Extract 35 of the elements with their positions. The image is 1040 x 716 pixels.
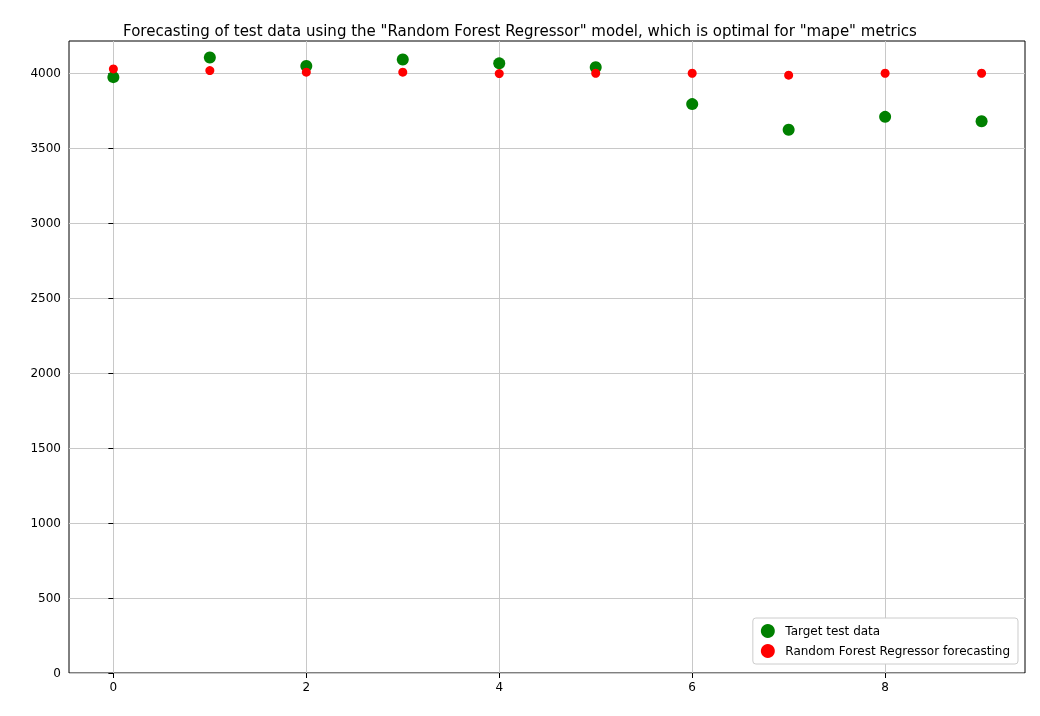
point	[494, 69, 504, 79]
point	[396, 53, 409, 66]
x-tick-label: 8	[881, 680, 889, 694]
y-tick-label: 1500	[30, 441, 61, 456]
point	[107, 71, 120, 84]
point	[108, 64, 118, 74]
point	[782, 123, 795, 136]
y-tick-label: 3000	[30, 216, 61, 231]
point	[203, 51, 216, 64]
x-tick-label: 4	[495, 680, 504, 694]
x-tick-label: 0	[109, 680, 118, 694]
y-tick-label: 1000	[30, 516, 61, 531]
chart-title: Forecasting of test data using the "Random Forest Regressor" model, which is optimal for "mape" metrics	[123, 21, 918, 40]
point	[205, 66, 215, 76]
y-tick-label: 2000	[30, 366, 61, 381]
y-tick-label: 3500	[30, 141, 61, 156]
point	[784, 70, 794, 80]
y-tick-label: 4000	[30, 66, 61, 81]
point	[975, 115, 988, 128]
y-tick-label: 0	[53, 666, 61, 680]
point	[398, 67, 408, 77]
point	[880, 68, 890, 78]
x-tick-label: 6	[688, 680, 697, 694]
point	[591, 68, 601, 78]
point	[493, 57, 506, 70]
legend-label: Random Forest Regressor forecasting	[785, 644, 1011, 658]
legend-label: Target test data	[784, 624, 881, 638]
x-tick-label: 2	[302, 680, 311, 694]
y-tick-label: 500	[38, 591, 61, 606]
point	[879, 110, 892, 123]
point	[301, 67, 311, 77]
point	[977, 68, 987, 78]
point	[686, 98, 699, 111]
y-tick-label: 2500	[30, 291, 61, 306]
point	[687, 68, 697, 78]
